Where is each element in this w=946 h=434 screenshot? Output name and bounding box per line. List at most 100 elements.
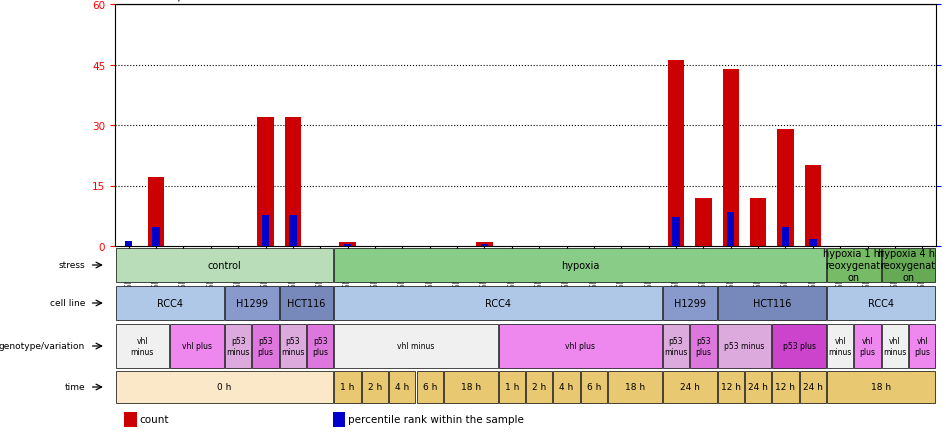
Text: 12 h: 12 h bbox=[776, 383, 796, 391]
Text: vhl plus: vhl plus bbox=[182, 342, 212, 351]
Bar bbox=[718, 324, 771, 368]
Bar bbox=[115, 372, 333, 403]
Text: 0 h: 0 h bbox=[218, 383, 232, 391]
Bar bbox=[499, 372, 525, 403]
Text: 2 h: 2 h bbox=[368, 383, 382, 391]
Text: RCC4: RCC4 bbox=[868, 298, 894, 308]
Bar bbox=[799, 372, 826, 403]
Bar bbox=[854, 324, 881, 368]
Text: HCT116: HCT116 bbox=[288, 298, 325, 308]
Bar bbox=[125, 242, 132, 247]
Text: 4 h: 4 h bbox=[395, 383, 410, 391]
Bar bbox=[362, 372, 388, 403]
Bar bbox=[553, 372, 580, 403]
Text: vhl
minus: vhl minus bbox=[829, 336, 852, 356]
Bar bbox=[289, 215, 297, 247]
Bar bbox=[170, 324, 224, 368]
Text: stress: stress bbox=[59, 261, 85, 270]
Bar bbox=[581, 372, 607, 403]
Text: 18 h: 18 h bbox=[871, 383, 891, 391]
Text: p53
plus: p53 plus bbox=[695, 336, 711, 356]
Bar bbox=[285, 118, 301, 247]
Text: p53
plus: p53 plus bbox=[312, 336, 328, 356]
Bar bbox=[827, 248, 881, 283]
Text: percentile rank within the sample: percentile rank within the sample bbox=[348, 414, 523, 424]
Bar bbox=[335, 324, 498, 368]
Bar bbox=[335, 286, 662, 321]
Bar bbox=[333, 411, 345, 427]
Text: RCC4: RCC4 bbox=[485, 298, 511, 308]
Bar bbox=[335, 372, 360, 403]
Bar bbox=[253, 324, 279, 368]
Bar bbox=[115, 324, 169, 368]
Bar bbox=[723, 69, 739, 247]
Text: p53
minus: p53 minus bbox=[226, 336, 250, 356]
Text: hypoxia 4 hr
reoxygenati
on: hypoxia 4 hr reoxygenati on bbox=[878, 249, 939, 282]
Text: 18 h: 18 h bbox=[461, 383, 481, 391]
Bar bbox=[225, 324, 252, 368]
Text: vhl
minus: vhl minus bbox=[131, 336, 154, 356]
Bar bbox=[695, 198, 711, 247]
Bar bbox=[691, 324, 716, 368]
Bar bbox=[148, 178, 165, 247]
Text: 6 h: 6 h bbox=[423, 383, 437, 391]
Bar bbox=[718, 286, 826, 321]
Bar bbox=[335, 248, 826, 283]
Text: p53 plus: p53 plus bbox=[782, 342, 815, 351]
Text: GDS1772 / EOS10077: GDS1772 / EOS10077 bbox=[115, 0, 252, 3]
Text: p53
plus: p53 plus bbox=[257, 336, 273, 356]
Text: 24 h: 24 h bbox=[748, 383, 768, 391]
Text: vhl
minus: vhl minus bbox=[884, 336, 906, 356]
Text: p53
minus: p53 minus bbox=[281, 336, 305, 356]
Bar bbox=[827, 324, 853, 368]
Bar bbox=[745, 372, 771, 403]
Text: count: count bbox=[140, 414, 169, 424]
Text: H1299: H1299 bbox=[236, 298, 268, 308]
Bar bbox=[225, 286, 279, 321]
Text: 18 h: 18 h bbox=[625, 383, 645, 391]
Bar bbox=[340, 243, 356, 247]
Text: 12 h: 12 h bbox=[721, 383, 741, 391]
Bar bbox=[389, 372, 415, 403]
Bar bbox=[805, 166, 821, 247]
Text: hypoxia: hypoxia bbox=[561, 260, 600, 270]
Bar bbox=[499, 324, 662, 368]
Bar bbox=[718, 372, 744, 403]
Text: cell line: cell line bbox=[50, 299, 85, 308]
Bar bbox=[772, 372, 798, 403]
Bar bbox=[663, 324, 689, 368]
Bar bbox=[750, 198, 766, 247]
Bar bbox=[152, 227, 160, 247]
Bar bbox=[727, 213, 734, 247]
Bar bbox=[344, 244, 351, 247]
Text: 4 h: 4 h bbox=[559, 383, 573, 391]
Text: genotype/variation: genotype/variation bbox=[0, 342, 85, 351]
Bar bbox=[416, 372, 443, 403]
Bar bbox=[827, 372, 936, 403]
Text: vhl minus: vhl minus bbox=[397, 342, 435, 351]
Bar bbox=[668, 61, 684, 247]
Text: 24 h: 24 h bbox=[680, 383, 700, 391]
Bar bbox=[257, 118, 273, 247]
Bar bbox=[673, 217, 680, 247]
Text: p53 minus: p53 minus bbox=[725, 342, 764, 351]
Bar bbox=[608, 372, 662, 403]
Bar bbox=[827, 286, 936, 321]
Bar bbox=[526, 372, 552, 403]
Bar bbox=[481, 244, 488, 247]
Bar bbox=[781, 227, 789, 247]
Bar bbox=[115, 286, 224, 321]
Bar bbox=[262, 215, 270, 247]
Bar bbox=[115, 248, 333, 283]
Text: control: control bbox=[207, 260, 241, 270]
Text: RCC4: RCC4 bbox=[157, 298, 183, 308]
Text: time: time bbox=[64, 383, 85, 391]
Text: vhl plus: vhl plus bbox=[565, 342, 595, 351]
Bar bbox=[125, 411, 137, 427]
Text: 1 h: 1 h bbox=[504, 383, 519, 391]
Bar bbox=[772, 324, 826, 368]
Text: 2 h: 2 h bbox=[532, 383, 546, 391]
Bar bbox=[280, 286, 333, 321]
Bar bbox=[444, 372, 498, 403]
Text: vhl
plus: vhl plus bbox=[915, 336, 930, 356]
